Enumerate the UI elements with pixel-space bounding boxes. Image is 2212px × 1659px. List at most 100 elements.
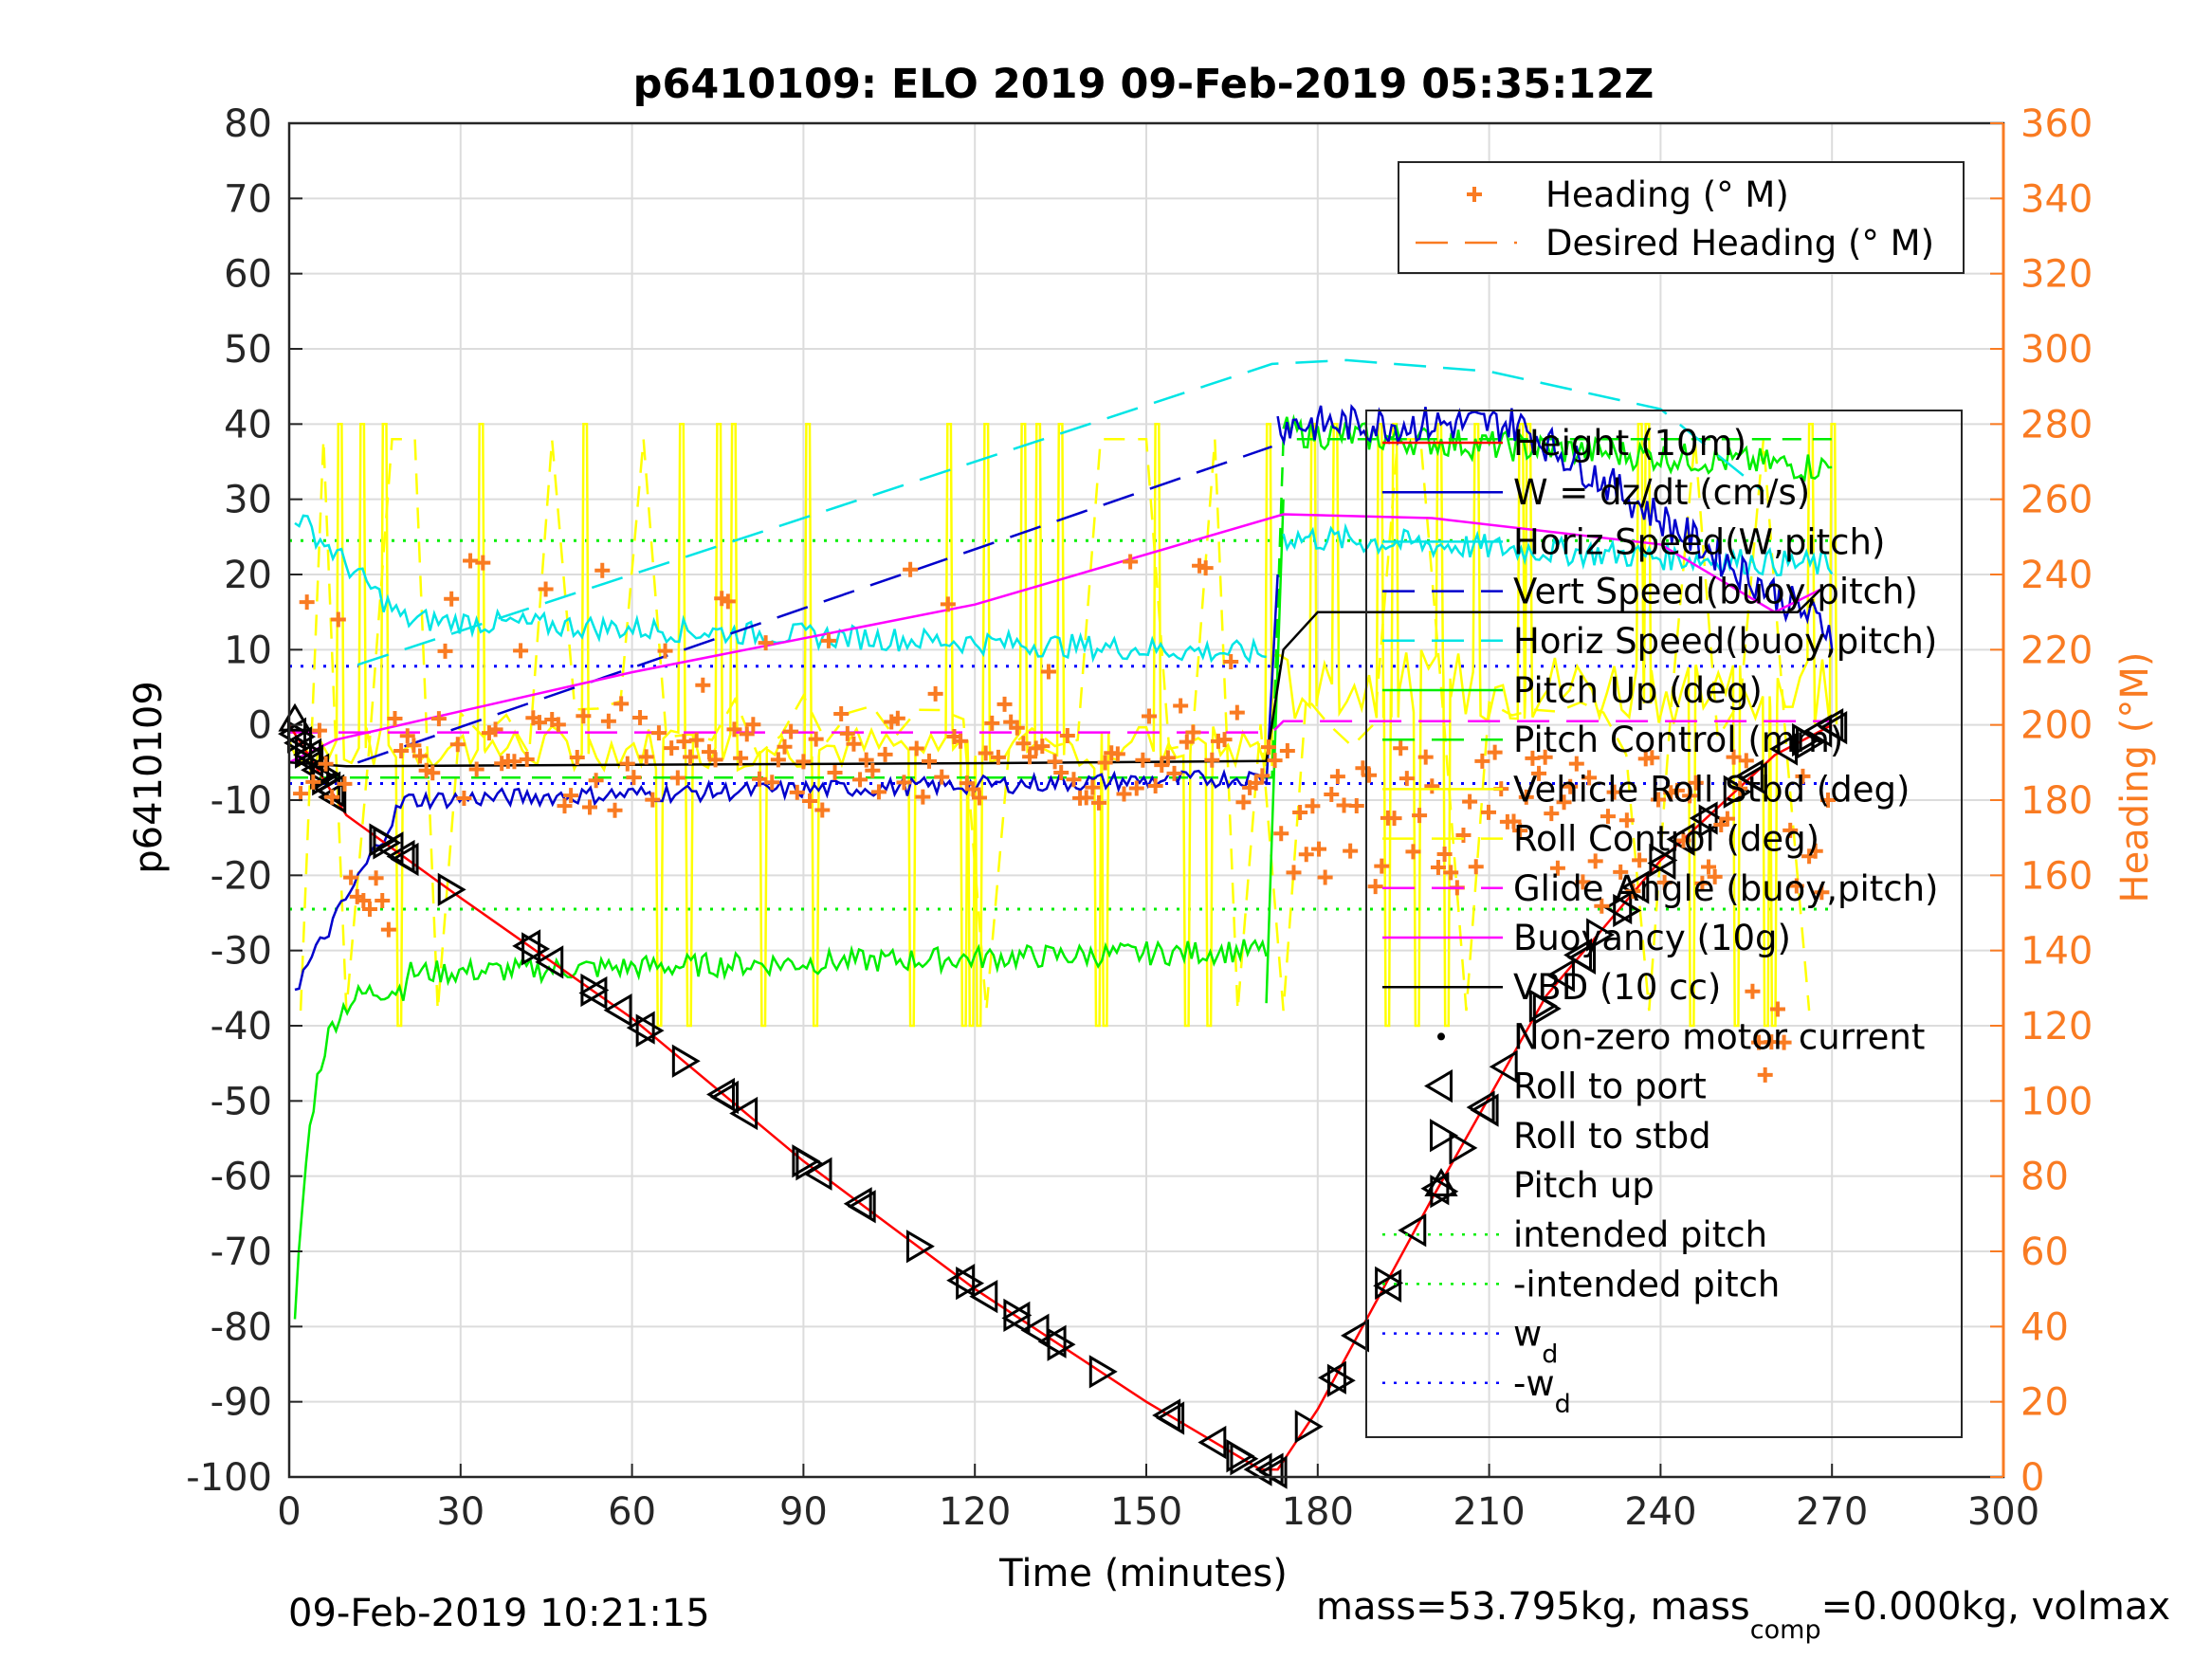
heading-marker [802, 793, 818, 809]
y2-tick-label: 360 [2020, 102, 2093, 146]
heading-marker [1556, 794, 1572, 811]
heading-marker [858, 752, 874, 768]
legend-label: Vehicle Roll Stbd (deg) [1513, 769, 1910, 810]
heading-marker [1568, 756, 1584, 772]
x-tick-label: 210 [1453, 1490, 1525, 1534]
roll-marker [1796, 725, 1825, 760]
roll-marker [283, 726, 313, 760]
heading-marker [984, 715, 1000, 731]
roll-marker [956, 1267, 985, 1301]
heading-marker [1537, 749, 1553, 765]
y2-tick-label: 100 [2020, 1080, 2093, 1123]
roll-marker [293, 738, 322, 772]
heading-marker [865, 762, 881, 778]
heading-marker [1160, 750, 1176, 766]
legend-label-main: Horiz Speed(buoy,pitch) [1513, 621, 1937, 662]
vert-speed-buoy-line [356, 445, 1273, 764]
heading-marker [1298, 847, 1314, 863]
heading-marker [1675, 832, 1691, 848]
heading-marker [1581, 770, 1598, 786]
x-tick-label: 300 [1967, 1490, 2039, 1534]
heading-marker [1776, 1034, 1792, 1050]
heading-marker [965, 781, 981, 797]
heading-marker [557, 798, 573, 814]
legend-main: Height (10m) W = dz/dt (cm/s) Horiz Speed(… [1365, 410, 1963, 1438]
y2-tick-label: 0 [2020, 1456, 2044, 1500]
y-tick-label: 20 [224, 554, 272, 597]
legend-label: Pitch up [1513, 1165, 1654, 1206]
x-tick-label: 120 [939, 1490, 1011, 1534]
heading-marker [664, 740, 680, 757]
footer-date: 09-Feb-2019 10:21:15 [288, 1592, 710, 1635]
heading-marker [996, 696, 1013, 712]
heading-marker [576, 708, 592, 724]
heading-marker [399, 728, 415, 744]
heading-marker [777, 738, 793, 755]
heading-marker [1179, 734, 1195, 750]
w-dzdt-ascent-line [1276, 403, 1834, 650]
legend-label-main: Height (10m) [1513, 423, 1746, 464]
y2-tick-label: 340 [2020, 177, 2093, 221]
roll-marker [310, 756, 339, 790]
y2-tick-label: 280 [2020, 403, 2093, 447]
pitch-up-marker [278, 702, 312, 732]
roll-marker [1620, 870, 1650, 904]
heading-marker [1819, 792, 1836, 808]
heading-marker [1374, 858, 1390, 874]
heading-marker [1575, 874, 1591, 890]
heading-marker [330, 611, 346, 628]
legend-label-main: intended pitch [1513, 1214, 1767, 1255]
roll-marker [1001, 1301, 1031, 1336]
y2-tick-label: 40 [2020, 1305, 2069, 1349]
legend-label-main: -intended pitch [1513, 1264, 1780, 1304]
legend-label: Glide Angle (buoy,pitch) [1513, 868, 1938, 909]
pitch-control-line [289, 437, 1833, 779]
heading-marker [1512, 823, 1528, 839]
x-tick-label: 60 [608, 1490, 656, 1534]
heading-marker [921, 753, 937, 769]
roll-marker [1449, 1131, 1478, 1165]
x-tick-label: 180 [1282, 1490, 1354, 1534]
heading-marker [1109, 746, 1125, 762]
y-tick-label: -80 [210, 1305, 272, 1349]
heading-marker [1053, 765, 1069, 781]
roll-marker [1738, 761, 1767, 796]
legend-label: intended pitch [1513, 1214, 1767, 1255]
heading-marker [1707, 868, 1723, 884]
heading-marker [915, 789, 931, 805]
legend-label-main: Pitch Up (deg) [1513, 670, 1763, 711]
y2-axis-label: Heading (°M) [2113, 652, 2157, 903]
heading-marker [1273, 826, 1289, 842]
legend-label-main: Roll Control (deg) [1513, 819, 1819, 860]
legend-label: Height (10m) [1513, 423, 1746, 464]
heading-marker [550, 717, 566, 733]
series-layer [278, 358, 1848, 1489]
roll-marker [1047, 1327, 1076, 1361]
x-tick-label: 30 [436, 1490, 484, 1534]
heading-marker [368, 870, 384, 886]
heading-marker [569, 750, 585, 766]
heading-marker [783, 723, 799, 739]
legend-top: Heading (° M) Desired Heading (° M) [1398, 161, 1965, 274]
roll-marker [1003, 1298, 1033, 1333]
heading-marker [833, 706, 850, 722]
heading-marker [758, 635, 774, 651]
y-axis-label: p6410109 [127, 681, 171, 874]
heading-marker [506, 754, 522, 770]
heading-marker [563, 788, 579, 804]
heading-marker [739, 726, 755, 742]
roll-marker [1723, 775, 1752, 809]
roll-marker [1666, 822, 1695, 856]
roll-marker [1489, 1049, 1518, 1084]
roll-marker [1373, 1268, 1402, 1303]
legend-label-main: -w [1513, 1363, 1555, 1404]
legend-label-main: Vert Speed(buoy,pitch) [1513, 572, 1918, 612]
heading-marker [375, 893, 391, 909]
roll-marker [535, 945, 564, 979]
heading-marker [1135, 752, 1151, 768]
heading-marker [1229, 704, 1245, 720]
legend-label: Roll to port [1513, 1066, 1707, 1107]
heading-marker [412, 748, 429, 764]
legend-label: Horiz Speed(buoy,pitch) [1513, 621, 1937, 662]
